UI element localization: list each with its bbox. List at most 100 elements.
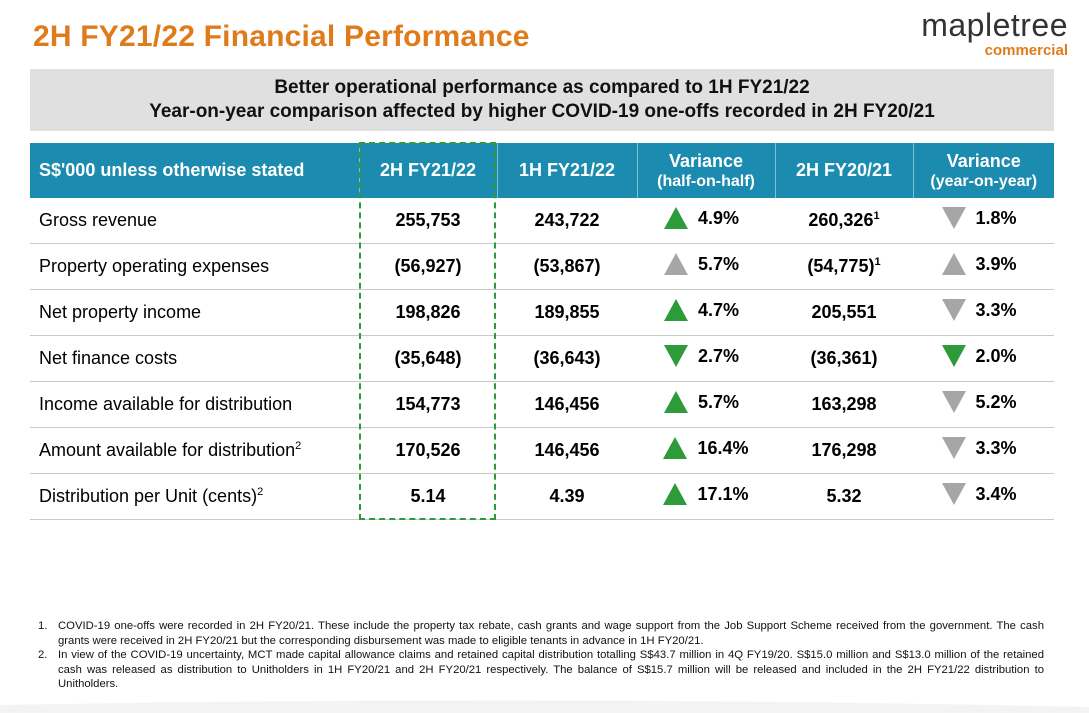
value-2h-fy2021: 260,3261 [775, 198, 913, 244]
variance-hoh-value: 16.4% [697, 437, 749, 458]
footnote-number: 2. [38, 649, 48, 661]
row-label-text: Income available for distribution [39, 394, 293, 414]
row-label: Income available for distribution [30, 381, 359, 428]
row-label-text: Net finance costs [39, 348, 178, 368]
value-1h-fy2122: 146,456 [497, 427, 637, 474]
variance-hoh-value: 17.1% [697, 483, 749, 504]
value-2h-fy2021: 205,551 [775, 289, 913, 336]
variance-hoh-cell: 2.7% [637, 335, 775, 382]
value-2h-fy2021-text: 260,326 [808, 210, 874, 230]
value-2h-fy2021-text: 5.32 [826, 486, 862, 506]
row-label: Amount available for distribution2 [30, 427, 359, 474]
value-2h-fy2021: (54,775)1 [775, 243, 913, 290]
header-2h-fy2021: 2H FY20/21 [774, 143, 913, 198]
banner-line-1: Better operational performance as compar… [274, 77, 810, 98]
triangle-up-icon [664, 391, 688, 413]
variance-hoh-cell: 5.7% [637, 243, 775, 290]
footnote-ref: 2 [295, 440, 302, 452]
financial-performance-table: S$'000 unless otherwise stated 2H FY21/2… [30, 143, 1054, 520]
triangle-down-icon [941, 391, 966, 413]
header-variance-hoh-sub: (half-on-half) [657, 172, 755, 190]
footnote-2: 2. In view of the COVID-19 uncertainty, … [38, 648, 1044, 692]
table-header-row: S$'000 unless otherwise stated 2H FY21/2… [30, 143, 1054, 198]
variance-yoy-value: 2.0% [975, 345, 1017, 366]
triangle-down-icon [941, 299, 966, 321]
value-2h-fy2021-text: 163,298 [811, 394, 877, 414]
value-2h-fy2021: 5.32 [775, 473, 913, 520]
row-label-text: Property operating expenses [39, 256, 270, 276]
logo-subtitle: commercial [984, 42, 1068, 59]
value-2h-fy2122: 154,773 [359, 381, 497, 428]
table-row: Net finance costs (35,648) (36,643) 2.7% (36… [30, 335, 1054, 382]
value-2h-fy2021-text: 176,298 [811, 440, 877, 460]
variance-hoh-cell: 4.9% [637, 198, 775, 244]
row-label-text: Net property income [39, 302, 202, 322]
variance-yoy-value: 1.8% [975, 207, 1017, 228]
value-2h-fy2021-text: 205,551 [811, 302, 877, 322]
header-variance-hoh: Variance (half-on-half) [636, 143, 775, 198]
row-label: Net finance costs [30, 335, 359, 382]
page-title: 2H FY21/22 Financial Performance [33, 20, 530, 53]
variance-hoh-cell: 16.4% [637, 427, 775, 474]
value-2h-fy2021: (36,361) [775, 335, 913, 382]
value-1h-fy2122: (53,867) [497, 243, 637, 290]
row-label-text: Distribution per Unit (cents) [39, 486, 258, 506]
triangle-down-icon [664, 345, 688, 367]
value-2h-fy2021-text: (54,775) [807, 256, 875, 276]
table-row: Distribution per Unit (cents)2 5.14 4.39 17… [30, 473, 1054, 520]
footnote-number: 1. [38, 620, 48, 632]
footnote-ref: 1 [873, 210, 880, 222]
value-2h-fy2122: 198,826 [359, 289, 497, 336]
table-row: Net property income 198,826 189,855 4.7% 205… [30, 289, 1054, 336]
variance-yoy-cell: 3.3% [913, 289, 1054, 336]
value-2h-fy2122: (56,927) [359, 243, 497, 290]
value-2h-fy2122: 5.14 [359, 473, 497, 520]
value-2h-fy2021: 163,298 [775, 381, 913, 428]
footnote-text: In view of the COVID-19 uncertainty, MCT… [58, 649, 1044, 690]
variance-yoy-cell: 3.4% [913, 473, 1054, 520]
row-label: Property operating expenses [30, 243, 359, 290]
variance-hoh-value: 5.7% [698, 253, 740, 274]
row-label: Net property income [30, 289, 359, 336]
footnote-ref: 1 [874, 256, 881, 268]
footnote-1: 1. COVID-19 one-offs were recorded in 2H… [38, 619, 1044, 648]
value-2h-fy2021-text: (36,361) [810, 348, 878, 368]
table-row: Property operating expenses (56,927) (53,8… [30, 243, 1054, 290]
triangle-down-icon [941, 345, 966, 367]
value-1h-fy2122: (36,643) [497, 335, 637, 382]
triangle-up-icon [664, 299, 688, 321]
triangle-up-icon [664, 207, 688, 229]
value-1h-fy2122: 4.39 [497, 473, 637, 520]
variance-hoh-value: 5.7% [698, 391, 740, 412]
triangle-up-icon [941, 253, 966, 275]
header-variance-hoh-title: Variance [668, 150, 744, 171]
value-1h-fy2122: 189,855 [497, 289, 637, 336]
table-row: Amount available for distribution2 170,52… [30, 427, 1054, 474]
triangle-up-icon [663, 483, 688, 505]
row-label: Gross revenue [30, 198, 359, 244]
company-logo: mapletree commercial [921, 8, 1068, 59]
variance-hoh-cell: 4.7% [637, 289, 775, 336]
variance-yoy-value: 3.4% [975, 483, 1017, 504]
value-2h-fy2021: 176,298 [775, 427, 913, 474]
triangle-down-icon [941, 483, 966, 505]
variance-hoh-value: 2.7% [698, 345, 740, 366]
table-row: Income available for distribution 154,773… [30, 381, 1054, 428]
banner-line-2: Year-on-year comparison affected by high… [149, 101, 935, 122]
variance-yoy-value: 3.3% [975, 299, 1017, 320]
header-label: S$'000 unless otherwise stated [30, 143, 359, 198]
row-label-text: Gross revenue [39, 210, 158, 230]
footnote-text: COVID-19 one-offs were recorded in 2H FY… [58, 620, 1044, 647]
variance-yoy-cell: 2.0% [913, 335, 1054, 382]
footer-decoration [0, 700, 1089, 713]
value-1h-fy2122: 243,722 [497, 198, 637, 244]
variance-yoy-cell: 3.9% [913, 243, 1054, 290]
variance-hoh-value: 4.7% [698, 299, 740, 320]
row-label: Distribution per Unit (cents)2 [30, 473, 359, 520]
row-label-text: Amount available for distribution [39, 440, 296, 460]
logo-wordmark: mapletree [921, 7, 1068, 43]
variance-yoy-value: 5.2% [975, 391, 1017, 412]
triangle-up-icon [663, 437, 688, 459]
variance-yoy-cell: 3.3% [913, 427, 1054, 474]
variance-yoy-cell: 1.8% [913, 198, 1054, 244]
